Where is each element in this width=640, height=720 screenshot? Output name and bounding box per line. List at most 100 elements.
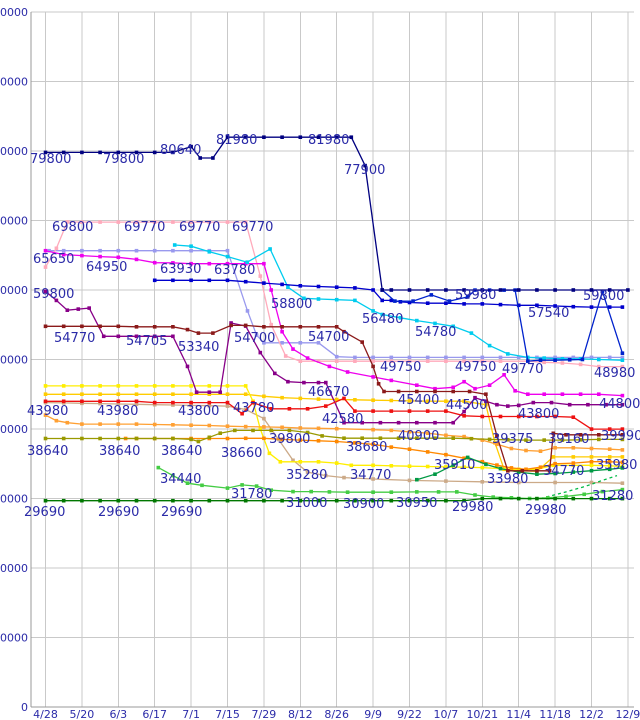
data-point-marker	[298, 135, 303, 139]
data-point-marker	[542, 356, 546, 360]
data-point-marker	[571, 496, 576, 501]
data-point-marker	[620, 393, 625, 398]
data-point-marker	[320, 434, 324, 438]
data-point-marker	[189, 220, 193, 224]
data-point-marker	[620, 355, 625, 360]
data-point-marker	[526, 359, 530, 363]
y-axis-label: 30000	[0, 493, 28, 506]
data-point-marker	[451, 463, 455, 467]
data-point-marker	[43, 384, 48, 388]
data-point-marker	[43, 324, 48, 329]
value-label: 59800	[583, 289, 624, 304]
data-point-marker	[286, 285, 290, 289]
data-point-marker	[80, 220, 84, 224]
data-point-marker	[389, 428, 394, 433]
data-point-marker	[553, 355, 557, 360]
data-point-marker	[207, 390, 212, 394]
data-point-marker	[444, 479, 448, 483]
data-point-marker	[189, 384, 193, 388]
data-point-marker	[444, 301, 448, 305]
data-point-marker	[152, 325, 157, 329]
data-point-marker	[334, 325, 339, 329]
data-point-marker	[425, 464, 430, 469]
data-point-marker	[371, 409, 375, 413]
data-point-marker	[80, 436, 84, 441]
data-point-marker	[516, 470, 521, 474]
data-point-marker	[189, 423, 193, 427]
data-point-marker	[291, 347, 295, 351]
data-point-marker	[389, 359, 394, 363]
data-point-marker	[425, 288, 430, 292]
data-point-marker	[620, 364, 625, 369]
value-label: 59980	[455, 288, 496, 303]
data-point-marker	[262, 135, 266, 139]
data-point-marker	[225, 400, 230, 405]
data-point-marker	[473, 493, 477, 497]
data-point-marker	[578, 433, 583, 437]
data-point-marker	[371, 288, 375, 292]
data-point-marker	[425, 355, 430, 360]
data-point-marker	[493, 441, 497, 445]
data-point-marker	[245, 309, 250, 313]
value-label: 39800	[269, 432, 310, 447]
value-label: 63780	[214, 263, 255, 278]
data-point-marker	[389, 378, 394, 383]
data-point-marker	[43, 498, 48, 503]
y-axis-label: 90000	[0, 76, 28, 89]
data-point-marker	[451, 324, 455, 329]
value-label: 58800	[271, 297, 312, 312]
data-point-marker	[298, 325, 303, 329]
data-point-marker	[353, 355, 357, 360]
data-point-marker	[407, 288, 412, 292]
value-label: 63930	[160, 262, 201, 277]
value-label: 81980	[216, 133, 257, 148]
data-point-marker	[484, 462, 488, 467]
data-point-marker	[334, 359, 339, 363]
data-point-marker	[134, 436, 139, 441]
data-point-marker	[262, 261, 266, 266]
data-point-marker	[429, 293, 434, 297]
data-point-marker	[134, 334, 139, 339]
data-point-marker	[589, 288, 594, 292]
data-point-marker	[495, 402, 499, 407]
data-point-marker	[451, 436, 455, 440]
data-point-marker	[258, 427, 263, 431]
data-point-marker	[571, 288, 576, 292]
data-point-marker	[380, 288, 384, 292]
data-point-marker	[620, 351, 625, 355]
data-point-marker	[516, 403, 521, 408]
data-point-marker	[571, 461, 576, 465]
data-point-marker	[586, 402, 590, 407]
data-point-marker	[171, 400, 175, 405]
data-point-marker	[116, 399, 121, 404]
value-label: 54700	[308, 330, 349, 345]
data-point-marker	[620, 433, 625, 437]
data-point-marker	[398, 316, 403, 320]
data-point-marker	[334, 354, 339, 359]
data-point-marker	[43, 392, 48, 396]
data-point-marker	[185, 481, 190, 485]
x-axis-label: 7/1	[182, 708, 200, 720]
data-point-marker	[607, 355, 612, 360]
data-point-marker	[316, 439, 321, 443]
data-point-marker	[98, 422, 102, 426]
data-point-marker	[535, 414, 539, 419]
y-axis-label: 70000	[0, 215, 28, 228]
data-point-marker	[407, 498, 412, 503]
data-point-marker	[371, 427, 375, 432]
data-point-marker	[378, 420, 383, 425]
value-label: 56480	[362, 312, 403, 327]
data-point-marker	[225, 392, 230, 396]
value-label: 81980	[308, 133, 349, 148]
data-point-marker	[498, 355, 503, 360]
data-point-marker	[607, 467, 612, 472]
value-label: 34440	[160, 472, 201, 487]
data-point-marker	[225, 424, 230, 428]
data-point-marker	[349, 135, 354, 139]
data-point-marker	[578, 362, 583, 367]
data-point-marker	[134, 498, 139, 503]
data-point-marker	[560, 438, 565, 442]
data-point-marker	[80, 392, 84, 396]
data-point-marker	[376, 382, 381, 386]
x-axis-label: 12/2	[579, 708, 604, 720]
